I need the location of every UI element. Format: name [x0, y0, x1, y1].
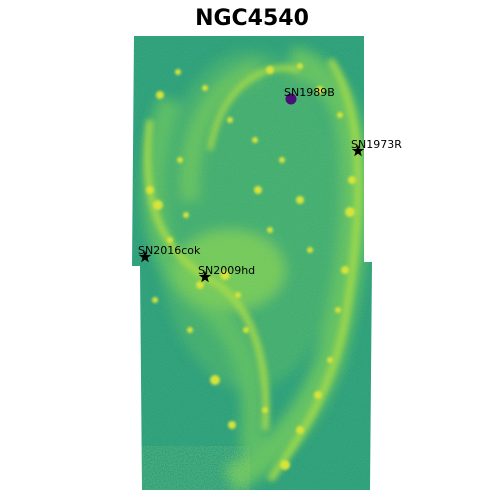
sn1989b-label: SN1989B [284, 86, 335, 99]
sn2009hd-label: SN2009hd [198, 264, 255, 277]
supernova-markers: SN1989B SN1973R SN2016cok SN2009hd [138, 86, 402, 283]
sn1973r-label: SN1973R [351, 138, 402, 151]
sn2009hd-star-marker [198, 270, 212, 283]
plot-title: NGC4540 [195, 6, 309, 31]
sn1973r-star-marker [351, 144, 365, 157]
image-field [132, 36, 372, 490]
sn2016cok-label: SN2016cok [138, 244, 201, 257]
sn1989b-circle-marker [285, 93, 297, 105]
sn2016cok-star-marker [138, 250, 152, 263]
